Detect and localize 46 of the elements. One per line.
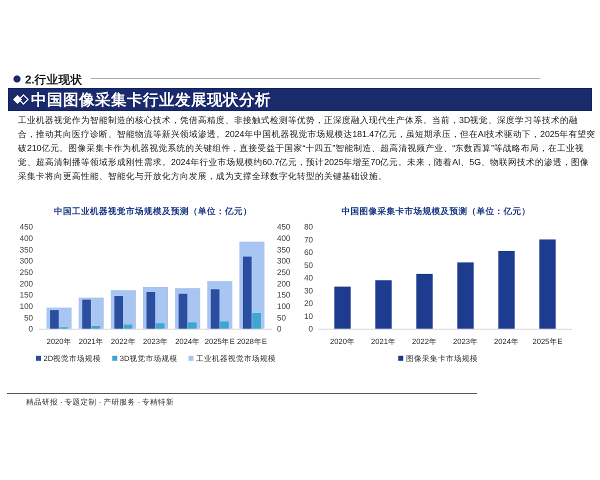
bar xyxy=(457,262,474,329)
y2-tick-label: 350 xyxy=(277,245,291,254)
y-tick-label: 450 xyxy=(20,222,34,232)
bar xyxy=(375,280,392,329)
text: 工业机器视觉作为智能制造的核心技术，凭借高精度、非接触式检测等优势，正深度融入现代生产体系。当前，3D视觉、深度学习等技术的融合，推动其向医疗诊断、智能物流等新兴领域渗透。2024年中国机器视觉市场规模达181.47亿元，虽短期承压，但在AI技术驱动下，2025年有望突破210亿元。图像采集卡作为机器视觉系统的关键组件，直接受益于国家“十四五”智能制造、超高清视频产业、“东数西算”等战略布局，在工业视觉、超高清制播等领域形成刚性需求。2024年行业市场规模约60.7亿元，预计2025年增至70亿元。未来，随着AI、5G、物联网技术的渗透，图像采集卡将向更高性能、智能化与开放化方向发展，成为支撑全球数字化转型的关键基础设施。 xyxy=(18,114,596,183)
y2-tick-label: 150 xyxy=(277,290,291,300)
y-tick-label: 350 xyxy=(20,245,34,254)
y2-tick-label: 200 xyxy=(277,279,291,288)
y-tick-label: 30 xyxy=(304,286,314,296)
y-tick-label: 50 xyxy=(304,260,314,270)
y-tick-label: 10 xyxy=(304,312,314,321)
bar xyxy=(156,323,164,329)
text: 2.行业现状 xyxy=(25,72,84,86)
y2-tick-label: 450 xyxy=(277,222,291,232)
y2-tick-label: 50 xyxy=(277,313,286,322)
y-tick-label: 40 xyxy=(304,274,314,283)
y-tick-label: 250 xyxy=(20,268,34,277)
bar xyxy=(252,313,261,329)
bar xyxy=(220,321,229,329)
bar xyxy=(92,326,100,329)
chart-title: 中国图像采集卡市场规模及预测（单位：亿元） xyxy=(342,206,530,216)
y2-tick-label: 0 xyxy=(277,324,282,334)
y-tick-label: 70 xyxy=(304,235,314,244)
bar xyxy=(124,324,132,329)
bar xyxy=(498,250,515,329)
text: 中国图像采集卡行业发展现状分析 xyxy=(31,91,271,109)
bar xyxy=(188,322,197,329)
y2-tick-label: 300 xyxy=(277,256,291,266)
y2-tick-label: 400 xyxy=(277,234,291,243)
y-tick-label: 60 xyxy=(304,248,314,258)
y-tick-label: 200 xyxy=(20,279,34,288)
chart-title: 中国工业机器视觉市场规模及预测（单位：亿元） xyxy=(54,206,252,216)
bar xyxy=(334,286,351,329)
y2-tick-label: 100 xyxy=(277,302,291,311)
y-tick-label: 50 xyxy=(24,313,34,322)
y2-tick-label: 250 xyxy=(277,268,291,277)
y-tick-label: 100 xyxy=(20,302,34,311)
y-tick-label: 0 xyxy=(308,324,314,334)
y-tick-label: 20 xyxy=(304,299,314,308)
y-tick-label: 150 xyxy=(20,290,34,300)
bar xyxy=(416,274,433,329)
y-tick-label: 300 xyxy=(20,256,34,266)
bar xyxy=(539,239,556,329)
y-tick-label: 0 xyxy=(28,324,34,334)
y-tick-label: 80 xyxy=(304,222,314,232)
y-tick-label: 400 xyxy=(20,234,34,243)
